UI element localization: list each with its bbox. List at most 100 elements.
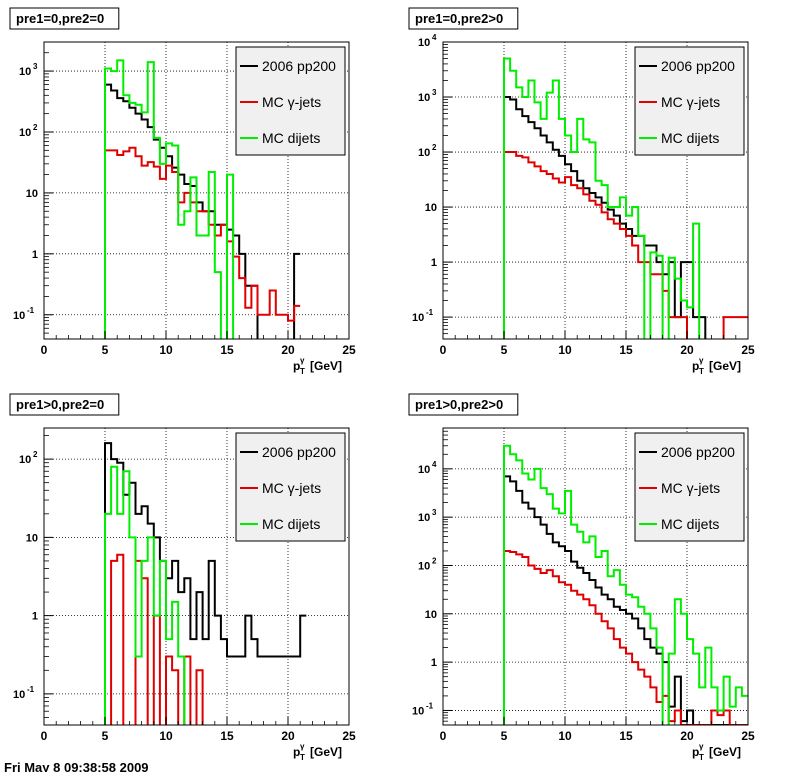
panel-title-box — [408, 7, 519, 30]
legend-label-2: MC γ-jets — [661, 480, 720, 496]
y-tick-label: 10 — [425, 202, 437, 214]
legend-label-1: 2006 pp200 — [661, 444, 735, 460]
x-tick-label: 10 — [159, 729, 173, 743]
x-tick-label: 0 — [440, 729, 447, 743]
y-tick-exponent: -1 — [27, 306, 35, 315]
x-tick-label: 25 — [342, 343, 356, 357]
x-axis-label-sup: γ — [699, 742, 704, 751]
x-tick-label: 5 — [501, 729, 508, 743]
x-axis-label-p: p — [293, 359, 300, 373]
legend-label-3: MC dijets — [661, 516, 719, 532]
legend-label-3: MC dijets — [661, 130, 719, 146]
x-tick-label: 5 — [501, 343, 508, 357]
y-tick-label: 10 — [19, 127, 31, 139]
x-tick-label: 15 — [220, 729, 234, 743]
y-tick-label: 10 — [13, 689, 25, 701]
series-line-3 — [104, 59, 235, 339]
x-tick-label: 15 — [619, 729, 633, 743]
series-line-3 — [503, 444, 748, 725]
panel-title: pre1>0,pre2>0 — [415, 397, 503, 412]
y-tick-label: 10 — [26, 532, 38, 544]
series-line-2 — [503, 549, 748, 725]
legend-label-1: 2006 pp200 — [661, 58, 735, 74]
y-tick-label: 10 — [418, 37, 430, 49]
y-tick-label: 10 — [412, 312, 424, 324]
y-tick-label: 10 — [412, 705, 424, 717]
x-tick-label: 0 — [41, 343, 48, 357]
x-axis-label-sub: T — [699, 753, 704, 762]
series-group — [503, 57, 748, 339]
y-tick-label: 10 — [418, 560, 430, 572]
y-tick-label: 10 — [418, 92, 430, 104]
x-axis-label-unit: [GeV] — [310, 745, 342, 759]
y-tick-exponent: 4 — [432, 460, 437, 469]
y-tick-label: 10 — [19, 454, 31, 466]
x-tick-label: 25 — [342, 729, 356, 743]
panel-title-box — [9, 393, 120, 416]
y-tick-label: 10 — [418, 147, 430, 159]
x-axis-label-p: p — [692, 359, 699, 373]
series-line-3 — [503, 57, 701, 339]
y-tick-exponent: 2 — [432, 556, 437, 565]
legend-label-2: MC γ-jets — [262, 94, 321, 110]
y-tick-exponent: 3 — [432, 88, 437, 97]
panel-title-box — [9, 7, 120, 30]
y-tick-label: 10 — [418, 512, 430, 524]
y-tick-label: 10 — [19, 66, 31, 78]
x-tick-label: 5 — [102, 729, 109, 743]
x-axis-label-sub: T — [300, 367, 305, 376]
y-tick-exponent: 4 — [432, 33, 437, 42]
y-tick-label: 10 — [26, 188, 38, 200]
plot-frame — [43, 41, 350, 340]
x-tick-label: 15 — [619, 343, 633, 357]
x-axis-label-sup: γ — [699, 356, 704, 365]
series-line-2 — [503, 151, 748, 339]
x-axis-label-sup: γ — [300, 356, 305, 365]
y-tick-exponent: -1 — [426, 308, 434, 317]
legend-label-1: 2006 pp200 — [262, 58, 336, 74]
y-tick-exponent: -1 — [27, 685, 35, 694]
x-tick-label: 20 — [281, 343, 295, 357]
y-tick-label: 1 — [431, 257, 437, 269]
series-line-1 — [503, 96, 707, 339]
x-tick-label: 20 — [680, 729, 694, 743]
x-tick-label: 25 — [741, 343, 755, 357]
x-tick-label: 15 — [220, 343, 234, 357]
y-tick-exponent: -1 — [426, 701, 434, 710]
panel-title: pre1=0,pre2=0 — [16, 11, 104, 26]
x-tick-label: 10 — [558, 729, 572, 743]
x-axis-label-sub: T — [699, 367, 704, 376]
x-tick-label: 20 — [680, 343, 694, 357]
x-axis-label-p: p — [692, 745, 699, 759]
series-group — [104, 59, 301, 339]
x-tick-label: 20 — [281, 729, 295, 743]
y-tick-label: 10 — [418, 464, 430, 476]
legend-label-3: MC dijets — [262, 516, 320, 532]
legend-label-3: MC dijets — [262, 130, 320, 146]
y-tick-label: 1 — [32, 249, 38, 261]
x-tick-label: 10 — [159, 343, 173, 357]
x-axis-label-unit: [GeV] — [310, 359, 342, 373]
legend-label-1: 2006 pp200 — [262, 444, 336, 460]
x-axis-label-unit: [GeV] — [709, 359, 741, 373]
y-tick-exponent: 3 — [33, 62, 38, 71]
y-tick-exponent: 2 — [33, 450, 38, 459]
y-tick-label: 1 — [32, 611, 38, 623]
panel-title: pre1>0,pre2=0 — [16, 397, 104, 412]
plot-frame — [43, 427, 350, 726]
x-tick-label: 10 — [558, 343, 572, 357]
x-tick-label: 0 — [41, 729, 48, 743]
x-axis-label-p: p — [293, 745, 300, 759]
panel-title: pre1=0,pre2>0 — [415, 11, 503, 26]
x-tick-label: 0 — [440, 343, 447, 357]
y-tick-exponent: 2 — [33, 123, 38, 132]
legend-label-2: MC γ-jets — [262, 480, 321, 496]
series-group — [104, 442, 307, 725]
panel-title-box — [408, 393, 519, 416]
x-axis-label-sup: γ — [300, 742, 305, 751]
legend-label-2: MC γ-jets — [661, 94, 720, 110]
